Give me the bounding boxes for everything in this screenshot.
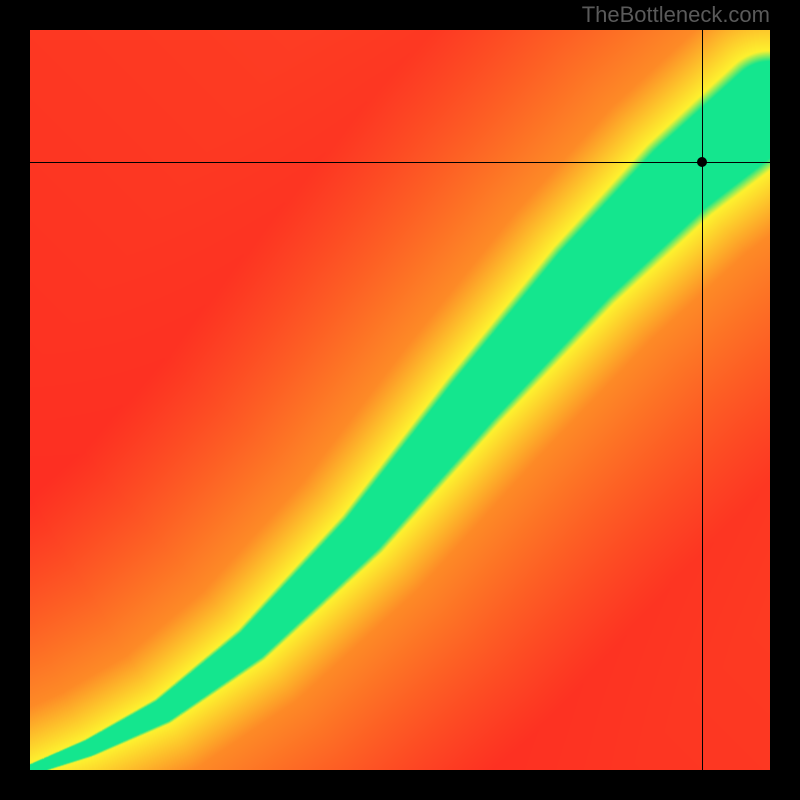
heatmap-plot — [30, 30, 770, 770]
heatmap-canvas — [30, 30, 770, 770]
marker-point — [697, 157, 707, 167]
crosshair-vertical — [702, 30, 703, 770]
watermark-text: TheBottleneck.com — [582, 2, 770, 28]
crosshair-horizontal — [30, 162, 770, 163]
